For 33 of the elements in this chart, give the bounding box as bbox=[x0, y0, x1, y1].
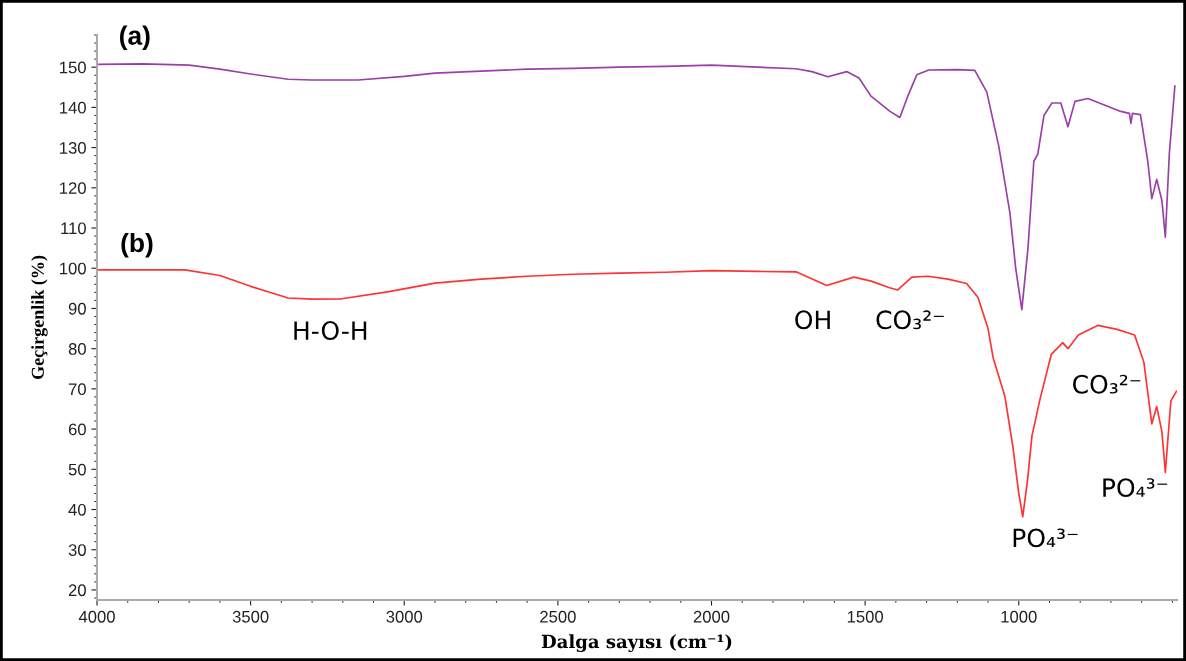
y-tick-label: 120 bbox=[60, 182, 86, 195]
annotation: CO₃²⁻ bbox=[1073, 374, 1141, 394]
x-tick-label: 3500 bbox=[232, 610, 269, 623]
annotation: (b) bbox=[121, 232, 153, 258]
annotation: CO₃²⁻ bbox=[876, 310, 944, 330]
y-tick-label: 30 bbox=[68, 544, 86, 556]
y-tick-label: 70 bbox=[68, 383, 86, 396]
y-axis-title: Geçirgenlik (%) bbox=[31, 255, 48, 380]
y-tick-label: 110 bbox=[61, 222, 86, 235]
x-tick-label: 2500 bbox=[540, 610, 576, 623]
y-tick-label: 130 bbox=[60, 142, 86, 154]
x-tick-label: 1000 bbox=[1001, 610, 1037, 623]
y-tick-label: 60 bbox=[68, 423, 86, 436]
annotation: H-O-H bbox=[294, 321, 367, 341]
y-tick-label: 50 bbox=[68, 463, 86, 476]
y-tick-label: 150 bbox=[60, 61, 86, 74]
x-tick-label: 1500 bbox=[847, 610, 884, 623]
y-tick-label: 140 bbox=[60, 101, 86, 114]
x-tick-label: 3000 bbox=[386, 610, 423, 623]
annotation: (a) bbox=[119, 25, 150, 51]
x-tick-label: 2000 bbox=[693, 610, 730, 623]
annotation: PO₄³⁻ bbox=[1013, 528, 1078, 548]
y-tick-label: 20 bbox=[68, 584, 86, 597]
x-axis-title: Dalga sayısı (cm⁻¹) bbox=[541, 634, 732, 653]
x-tick-label: 4000 bbox=[78, 610, 115, 623]
annotation: PO₄³⁻ bbox=[1103, 478, 1168, 498]
line-series bbox=[97, 63, 1176, 311]
line-series bbox=[97, 269, 1177, 518]
y-tick-label: 90 bbox=[68, 302, 86, 315]
y-tick-label: 80 bbox=[68, 343, 86, 355]
y-tick-label: 100 bbox=[60, 262, 86, 275]
y-tick-label: 40 bbox=[68, 503, 86, 516]
annotation: OH bbox=[795, 310, 830, 330]
